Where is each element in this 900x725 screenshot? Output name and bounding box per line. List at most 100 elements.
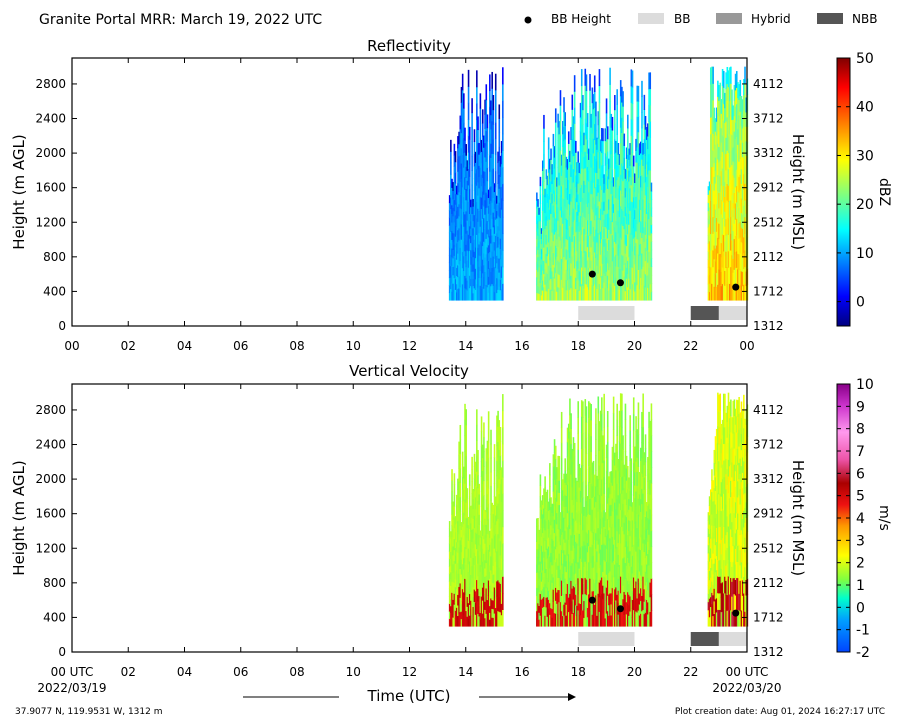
heatmap-cell	[540, 509, 543, 519]
heatmap-cell	[490, 598, 492, 613]
heatmap-cell	[732, 147, 735, 162]
heatmap-cell	[583, 523, 585, 533]
heatmap-cell	[721, 522, 724, 539]
heatmap-cell	[565, 484, 568, 496]
heatmap-cell	[588, 497, 590, 515]
heatmap-cell	[461, 106, 464, 123]
heatmap-cell	[717, 206, 719, 223]
heatmap-cell	[490, 243, 492, 258]
heatmap-cell	[721, 217, 724, 235]
heatmap-cell	[483, 582, 485, 598]
heatmap-cell	[455, 193, 458, 203]
heatmap-cell	[596, 572, 598, 584]
heatmap-cell	[557, 140, 559, 155]
heatmap-cell	[720, 156, 723, 172]
heatmap-cell	[637, 466, 640, 483]
heatmap-cell	[580, 69, 583, 87]
heatmap-cell	[592, 270, 595, 286]
heatmap-cell	[499, 498, 502, 513]
heatmap-cell	[621, 592, 623, 610]
heatmap-cell	[741, 127, 744, 143]
heatmap-cell	[636, 85, 639, 102]
heatmap-cell	[494, 533, 497, 544]
heatmap-cell	[554, 510, 557, 524]
heatmap-cell	[455, 504, 458, 515]
heatmap-cell	[625, 278, 628, 290]
heatmap-cell	[473, 552, 476, 566]
heatmap-cell	[569, 447, 571, 465]
heatmap-cell	[591, 462, 594, 475]
heatmap-cell	[624, 530, 627, 548]
heatmap-cell	[560, 258, 563, 270]
heatmap-cell	[459, 424, 462, 440]
heatmap-cell	[490, 271, 492, 287]
heatmap-cell	[612, 396, 615, 414]
heatmap-cell	[551, 564, 553, 575]
heatmap-cell	[635, 173, 637, 186]
heatmap-cell	[745, 140, 748, 156]
heatmap-cell	[733, 223, 736, 240]
heatmap-cell	[451, 525, 453, 537]
heatmap-cell	[636, 116, 639, 133]
heatmap-cell	[606, 163, 609, 177]
heatmap-cell	[720, 256, 723, 272]
heatmap-cell	[575, 197, 577, 210]
heatmap-cell	[567, 611, 570, 627]
heatmap-cell	[714, 196, 717, 210]
y-tick-label: 800	[43, 250, 66, 264]
heatmap-cell	[553, 492, 556, 507]
heatmap-cell	[487, 276, 490, 285]
heatmap-cell	[629, 490, 631, 507]
heatmap-cell	[565, 615, 568, 627]
heatmap-cell	[591, 497, 594, 510]
heatmap-cell	[610, 603, 613, 616]
heatmap-cell	[583, 506, 585, 516]
heatmap-cell	[732, 577, 735, 595]
heatmap-cell	[554, 204, 557, 219]
heatmap-cell	[565, 571, 568, 584]
heatmap-cell	[718, 576, 720, 594]
heatmap-cell	[605, 285, 608, 301]
heatmap-cell	[572, 504, 575, 519]
heatmap-cell	[577, 172, 579, 184]
heatmap-cell	[494, 552, 497, 562]
heatmap-cell	[709, 587, 712, 598]
heatmap-cell	[580, 561, 583, 579]
heatmap-cell	[551, 599, 553, 610]
heatmap-cell	[619, 509, 622, 527]
heatmap-cell	[593, 485, 596, 497]
heatmap-cell	[476, 471, 478, 488]
heatmap-cell	[480, 581, 483, 597]
heatmap-cell	[722, 526, 725, 544]
heatmap-cell	[536, 246, 538, 255]
heatmap-cell	[731, 461, 733, 478]
heatmap-cell	[621, 147, 623, 164]
heatmap-cell	[483, 509, 485, 525]
heatmap-cell	[610, 206, 613, 221]
heatmap-cell	[635, 536, 637, 552]
heatmap-cell	[576, 501, 578, 513]
heatmap-cell	[557, 528, 559, 542]
heatmap-cell	[605, 170, 608, 186]
heatmap-cell	[487, 610, 490, 627]
heatmap-cell	[596, 593, 598, 606]
heatmap-cell	[477, 195, 479, 209]
heatmap-cell	[496, 247, 498, 256]
heatmap-cell	[540, 617, 543, 627]
x-tick-label: 14	[458, 339, 473, 353]
heatmap-cell	[715, 217, 718, 232]
heatmap-cell	[564, 112, 566, 127]
heatmap-cell	[464, 530, 466, 548]
heatmap-cell	[734, 424, 737, 441]
heatmap-cell	[616, 514, 618, 532]
heatmap-cell	[500, 603, 503, 616]
heatmap-cell	[733, 284, 736, 301]
heatmap-cell	[650, 498, 653, 516]
heatmap-cell	[635, 611, 637, 627]
heatmap-cell	[709, 547, 712, 559]
heatmap-cell	[480, 461, 483, 477]
heatmap-cell	[481, 444, 484, 459]
heatmap-cell	[605, 522, 608, 536]
heatmap-cell	[576, 231, 578, 242]
heatmap-cell	[452, 224, 454, 234]
